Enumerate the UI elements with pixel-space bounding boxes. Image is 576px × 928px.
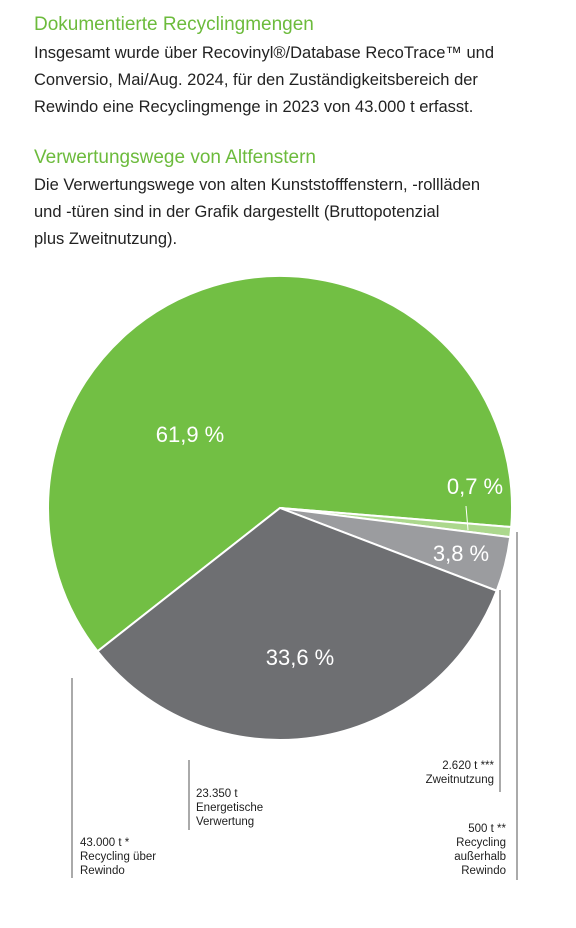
text-line: plus Zweitnutzung). [34, 230, 178, 248]
slice-annotation-text: außerhalb [454, 851, 506, 863]
recycling-amounts-text: Insgesamt wurde über Recovinyl®/Database… [34, 40, 554, 121]
slice-annotation-text: 23.350 t [196, 788, 238, 800]
slice-annotation-text: 43.000 t * [80, 837, 130, 849]
text-line: Rewindo eine Recyclingmenge in 2023 von … [34, 98, 474, 116]
slice-annotation-text: 500 t ** [468, 823, 506, 835]
slice-percent-label: 3,8 % [433, 541, 489, 566]
pie-slice [47, 275, 513, 653]
slice-percent-label: 61,9 % [156, 422, 225, 447]
slice-leader-line [465, 505, 469, 531]
slice-annotation-text: Rewindo [461, 865, 506, 877]
slice-percent-label: 33,6 % [266, 645, 335, 670]
text-line: Insgesamt wurde über Recovinyl®/Database… [34, 44, 495, 62]
slice-annotation-text: Zweitnutzung [426, 774, 494, 786]
text-line: Die Verwertungswege von alten Kunststoff… [34, 176, 481, 194]
slice-annotation-text: Recycling [456, 837, 506, 849]
recovery-routes-text: Die Verwertungswege von alten Kunststoff… [34, 172, 554, 253]
slice-annotation-text: Recycling über [80, 851, 156, 863]
slice-annotation-text: Verwertung [196, 816, 254, 828]
section-title-recycling-amounts: Dokumentierte Recyclingmengen [34, 14, 314, 35]
slice-annotation-text: 2.620 t *** [442, 760, 494, 772]
slice-percent-label: 0,7 % [447, 474, 503, 499]
text-line: und -türen sind in der Grafik dargestell… [34, 203, 440, 221]
slice-annotation-text: Energetische [196, 802, 263, 814]
slice-annotation-text: Rewindo [80, 865, 125, 877]
text-line: Conversio, Mai/Aug. 2024, für den Zustän… [34, 71, 478, 89]
section-title-recovery-routes: Verwertungswege von Altfenstern [34, 147, 317, 168]
pie-slice [96, 506, 499, 741]
